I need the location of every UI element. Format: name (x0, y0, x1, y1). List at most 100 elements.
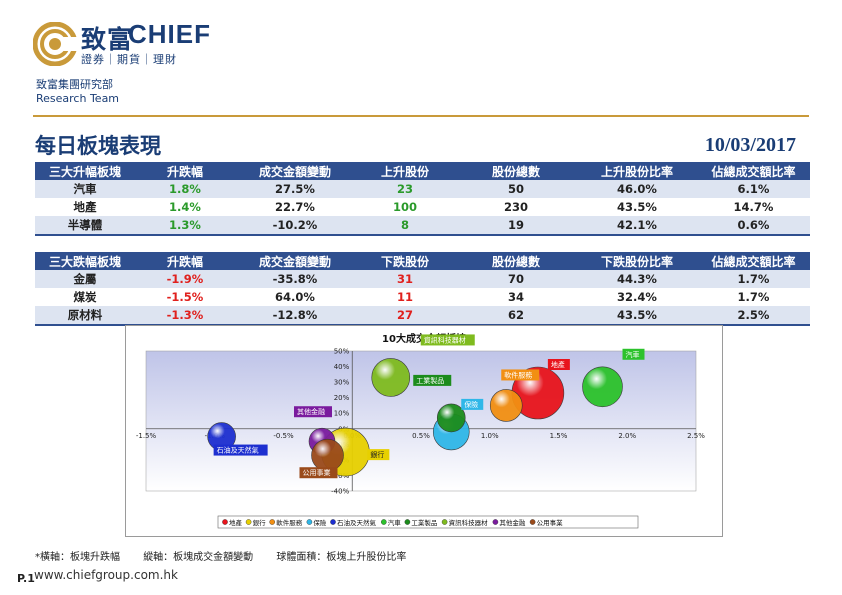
turnover-change: 64.0% (235, 288, 355, 306)
footnote-y-axis: 縱軸：板塊成交金額變動 (143, 552, 254, 563)
total-count: 70 (455, 270, 577, 288)
legend-label: 工業製品 (411, 518, 437, 527)
rising-ratio: 46.0% (577, 180, 697, 198)
bubble-label-bg (420, 334, 475, 346)
bubble-label-bg (501, 369, 540, 381)
legend-label: 銀行 (253, 518, 267, 527)
page-number: P.1 (17, 572, 35, 585)
table-row: 汽車 1.8% 27.5% 23 50 46.0% 6.1% (35, 180, 810, 198)
bubble-label-bg (367, 449, 390, 461)
report-date: 10/03/2017 (704, 134, 796, 156)
turnover-change: 27.5% (235, 180, 355, 198)
y-tick-label: -30% (331, 472, 349, 480)
legend-label: 地產 (229, 518, 243, 527)
bubble-6 (436, 403, 466, 433)
turnover-change: 22.7% (235, 198, 355, 216)
bubble-5 (582, 366, 623, 408)
legend-marker (404, 519, 411, 525)
x-tick-label: -1.5% (136, 432, 157, 440)
legend-marker (330, 519, 336, 525)
table-row: 煤炭 -1.5% 64.0% 11 34 32.4% 1.7% (35, 288, 810, 306)
legend-label: 軟件服務 (276, 518, 303, 527)
table-row: 地產 1.4% 22.7% 100 230 43.5% 14.7% (35, 198, 810, 216)
legend-marker (222, 519, 228, 525)
bubble-label: 汽車 (626, 350, 640, 359)
x-tick-label: 2.0% (618, 432, 636, 440)
sector-change: -1.9% (135, 270, 235, 288)
bubble-chart: 10大成交金額板塊-1.5%-1.0%-0.5%0.0%0.5%1.0%1.5%… (125, 325, 723, 537)
column-header: 下跌股份比率 (577, 252, 697, 270)
bubble-label: 公用事業 (303, 468, 331, 477)
total-count: 34 (455, 288, 577, 306)
legend-marker (492, 519, 499, 525)
bubble-label-bg (299, 467, 338, 479)
column-header: 成交金額變動 (235, 252, 355, 270)
bubble-label: 保險 (464, 400, 478, 409)
bubble-label: 資訊科技器材 (424, 335, 466, 344)
website-url: www.chiefgroup.com.hk (34, 568, 178, 582)
bubble-9 (311, 438, 344, 472)
bubble-label-bg (213, 444, 268, 456)
rising-ratio: 43.5% (577, 198, 697, 216)
table-row: 原材料 -1.3% -12.8% 27 62 43.5% 2.5% (35, 306, 810, 326)
rising-count: 100 (355, 198, 455, 216)
bubble-label-bg (294, 406, 332, 418)
sector-name: 汽車 (35, 180, 135, 198)
department: 致富集團研究部 Research Team (36, 78, 119, 106)
column-header: 三大跌幅板塊 (35, 252, 135, 270)
column-header: 三大升幅板塊 (35, 162, 135, 180)
losers-table: 三大跌幅板塊 升跌幅 成交金額變動 下跌股份 股份總數 下跌股份比率 佔總成交額… (35, 252, 810, 326)
column-header: 升跌幅 (135, 162, 235, 180)
column-header: 股份總數 (455, 162, 577, 180)
column-header: 升跌幅 (135, 252, 235, 270)
legend-marker (529, 519, 536, 525)
legend-box (217, 515, 639, 529)
falling-ratio: 43.5% (577, 306, 697, 326)
turnover-change: -35.8% (235, 270, 355, 288)
rising-count: 23 (355, 180, 455, 198)
losers-header-row: 三大跌幅板塊 升跌幅 成交金額變動 下跌股份 股份總數 下跌股份比率 佔總成交額… (35, 252, 810, 270)
gainers-table: 三大升幅板塊 升跌幅 成交金額變動 上升股份 股份總數 上升股份比率 佔總成交額… (35, 162, 810, 236)
legend-label: 公用事業 (537, 518, 564, 527)
bubble-label-bg (622, 348, 645, 360)
brand-name-en: CHIEF (128, 19, 211, 49)
bubble-label: 工業製品 (416, 376, 444, 385)
sector-change: 1.8% (135, 180, 235, 198)
bubble-label: 軟件服務 (504, 370, 532, 379)
falling-count: 27 (355, 306, 455, 326)
column-header: 上升股份 (355, 162, 455, 180)
turnover-share: 0.6% (697, 216, 810, 236)
turnover-share: 1.7% (697, 288, 810, 306)
total-count: 19 (455, 216, 577, 236)
column-header: 上升股份比率 (577, 162, 697, 180)
footnote-x-axis: *橫軸：板塊升跌幅 (35, 552, 120, 563)
y-tick-label: 10% (334, 410, 350, 418)
bubble-label-bg (413, 374, 452, 386)
y-tick-label: -40% (331, 488, 349, 496)
sector-name: 金屬 (35, 270, 135, 288)
column-header: 下跌股份 (355, 252, 455, 270)
turnover-share: 14.7% (697, 198, 810, 216)
total-count: 62 (455, 306, 577, 326)
table-row: 金屬 -1.9% -35.8% 31 70 44.3% 1.7% (35, 270, 810, 288)
falling-ratio: 32.4% (577, 288, 697, 306)
x-tick-label: 2.5% (687, 432, 705, 440)
bubble-label: 其他金融 (297, 407, 325, 416)
bubble-label: 銀行 (370, 450, 384, 459)
rising-ratio: 42.1% (577, 216, 697, 236)
bubble-label: 地產 (551, 360, 565, 369)
falling-ratio: 44.3% (577, 270, 697, 288)
bubble-label: 石油及天然氣 (217, 446, 259, 455)
y-tick-label: 50% (334, 348, 350, 356)
sector-name: 原材料 (35, 306, 135, 326)
legend-label: 汽車 (388, 518, 402, 527)
brand-name-cn: 致富 (81, 25, 134, 54)
turnover-share: 2.5% (697, 306, 810, 326)
logo: 致富 CHIEF 證券｜期貨｜理財 (33, 19, 243, 67)
turnover-share: 1.7% (697, 270, 810, 288)
sector-change: 1.3% (135, 216, 235, 236)
sector-name: 地產 (35, 198, 135, 216)
sector-change: -1.5% (135, 288, 235, 306)
x-tick-label: 1.5% (550, 432, 568, 440)
footnote: *橫軸：板塊升跌幅 縱軸：板塊成交金額變動 球體面積：板塊上升股份比率 (35, 548, 426, 563)
